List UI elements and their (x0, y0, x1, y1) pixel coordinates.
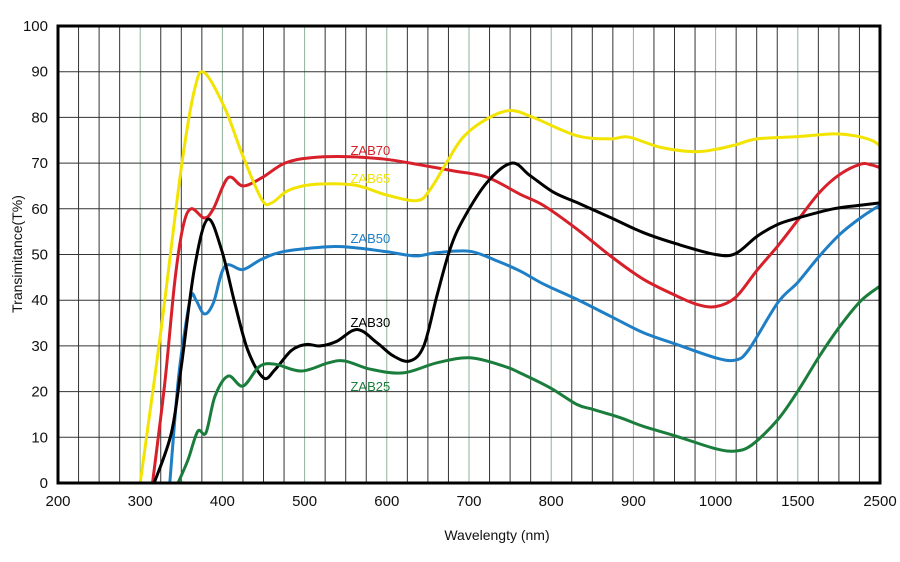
y-tick-label: 90 (31, 64, 48, 81)
x-tick-label: 300 (128, 493, 153, 510)
x-tick-label: 2500 (863, 493, 896, 510)
series-lines (138, 70, 881, 484)
y-tick-label: 60 (31, 201, 48, 218)
series-label-zab70: ZAB70 (350, 143, 390, 158)
y-tick-label: 30 (31, 338, 48, 355)
series-label-zab65: ZAB65 (350, 171, 390, 186)
y-tick-label: 10 (31, 429, 48, 446)
series-line-zab30 (152, 161, 881, 484)
x-tick-label: 800 (539, 493, 564, 510)
y-tick-label: 100 (23, 18, 48, 35)
y-axis-title: Transimitance(T%) (9, 195, 25, 313)
series-labels: ZAB70 ZAB65 ZAB50 ZAB30 ZAB25 (350, 143, 390, 394)
series-line-zab65 (138, 70, 881, 484)
y-tick-label: 80 (31, 109, 48, 126)
series-line-zab70 (151, 155, 881, 484)
series-label-zab50: ZAB50 (350, 231, 390, 246)
x-tick-label: 1000 (699, 493, 732, 510)
y-tick-label: 40 (31, 292, 48, 309)
x-tick-label: 1500 (781, 493, 814, 510)
x-tick-labels: 200 300 400 500 600 700 800 900 1000 1500 2500 (45, 493, 896, 510)
x-tick-label: 200 (45, 493, 70, 510)
x-tick-label: 900 (621, 493, 646, 510)
y-tick-label: 50 (31, 247, 48, 264)
series-label-zab30: ZAB30 (350, 315, 390, 330)
series-label-zab25: ZAB25 (350, 379, 390, 394)
x-tick-label: 700 (456, 493, 481, 510)
y-tick-label: 20 (31, 384, 48, 401)
x-tick-label: 400 (210, 493, 235, 510)
plot-frame (56, 24, 882, 485)
series-line-zab25 (176, 284, 881, 484)
series-line-zab50 (168, 203, 881, 484)
grid (58, 26, 880, 483)
y-tick-label: 0 (40, 475, 48, 492)
x-tick-label: 600 (374, 493, 399, 510)
y-tick-label: 70 (31, 155, 48, 172)
y-tick-labels: 0 10 20 30 40 50 60 70 80 90 100 (23, 18, 48, 492)
x-tick-label: 500 (292, 493, 317, 510)
x-axis-title: Wavelengty (nm) (444, 527, 549, 543)
